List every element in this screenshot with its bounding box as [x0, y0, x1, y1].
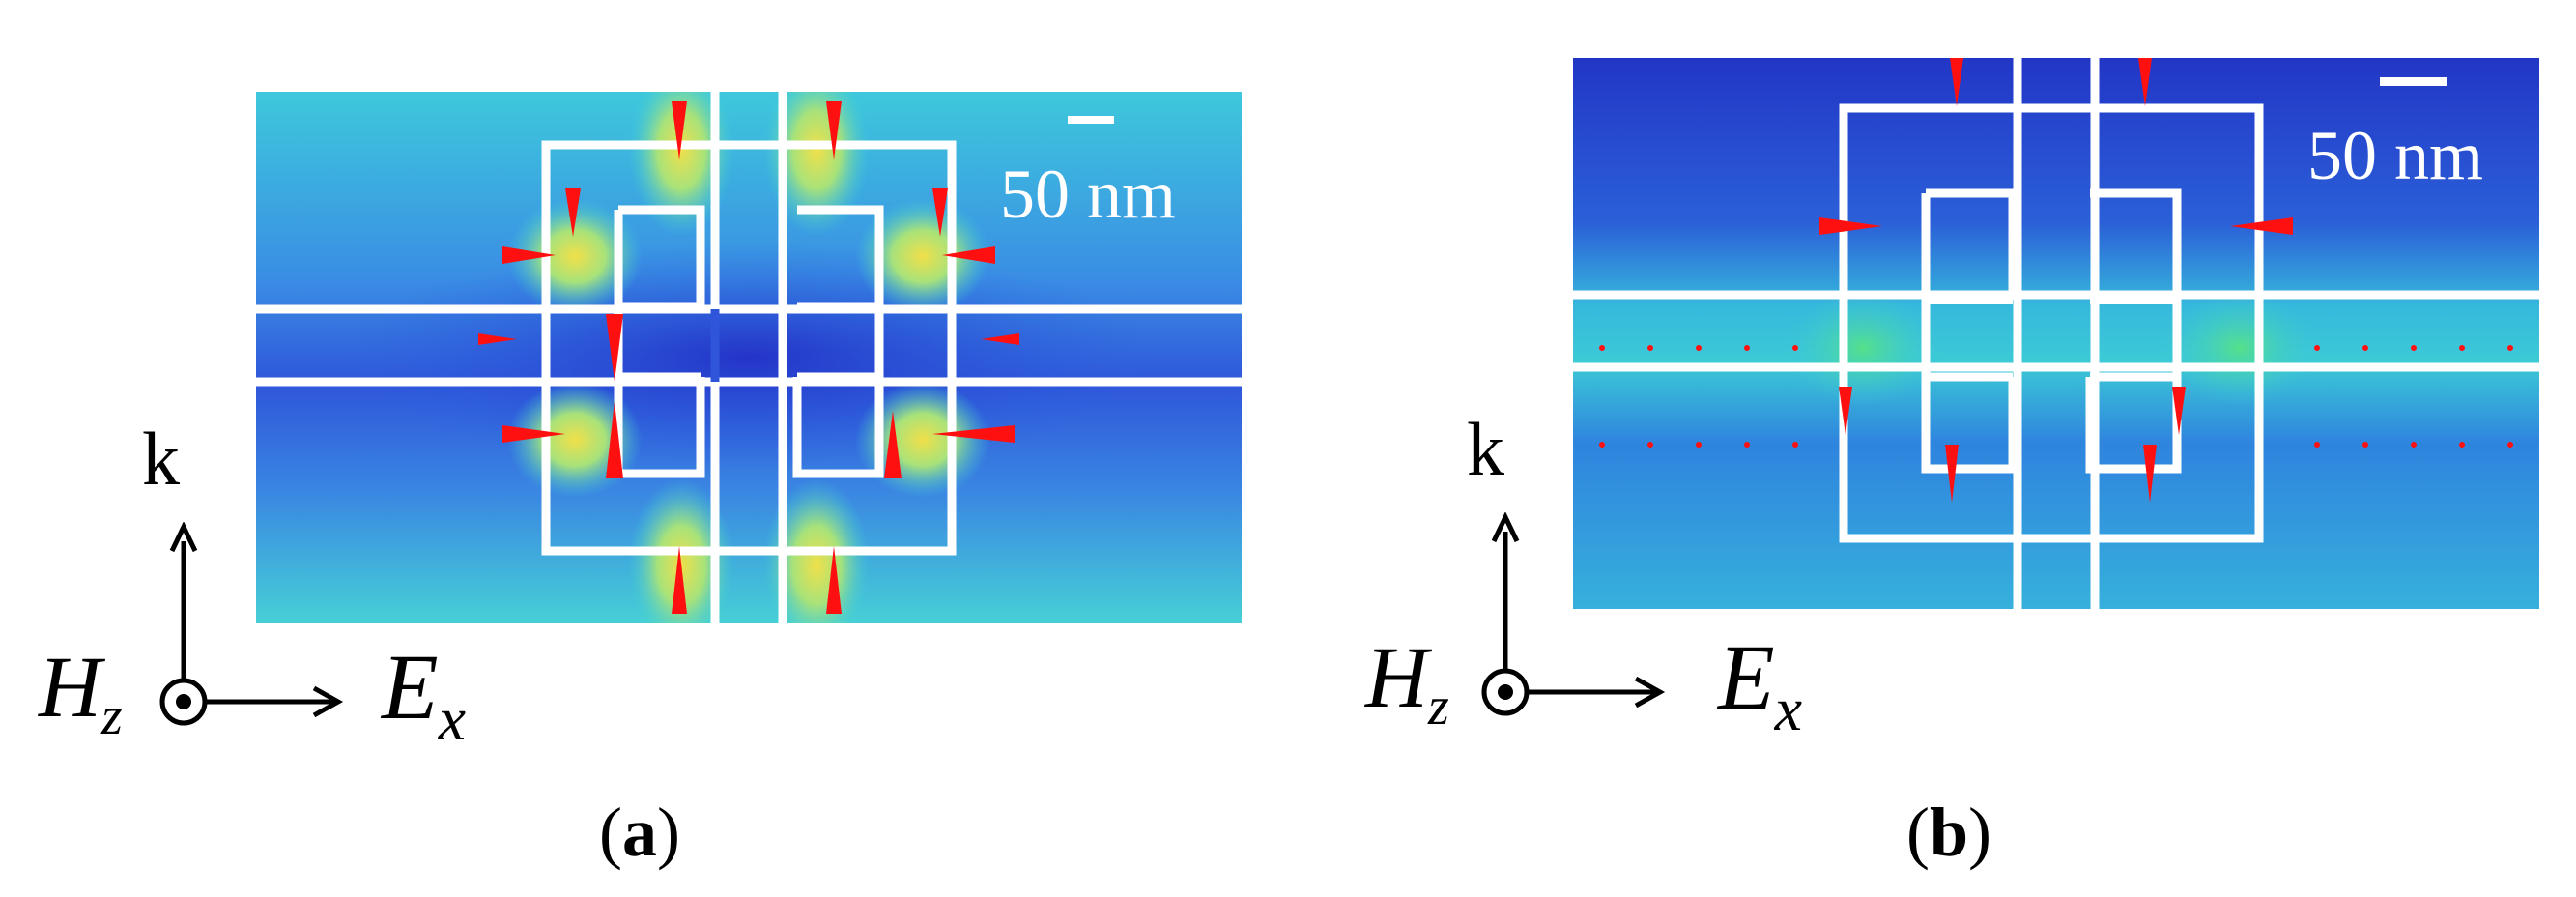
panel-a: 50 nm k Hz Ex (a): [39, 92, 1242, 871]
field-map-a: [256, 92, 1242, 623]
field-vectors: [478, 101, 1019, 614]
caption-a-letter: a: [621, 794, 657, 871]
field-hotspot: [763, 92, 870, 237]
e-field-sub: x: [1774, 675, 1803, 743]
axis-arrows: [159, 522, 344, 726]
h-field-base: H: [39, 640, 101, 736]
e-field-label: Ex: [1718, 623, 1802, 743]
scale-bar-label: 50 nm: [2307, 117, 2484, 194]
h-field-sub: z: [1428, 677, 1449, 737]
k-axis-label: k: [1467, 407, 1504, 491]
e-field-base: E: [1718, 625, 1775, 729]
field-hotspot: [507, 198, 643, 314]
h-field-label: Hz: [1365, 628, 1449, 737]
h-field-base: H: [1365, 630, 1428, 726]
nanostructure-outline: [1573, 58, 2539, 609]
h-field-sub: z: [101, 686, 123, 746]
field-hotspot: [855, 198, 990, 314]
k-axis-label: k: [142, 417, 180, 501]
field-vectors: [1819, 58, 2293, 503]
axis-arrows: [1481, 512, 1666, 716]
e-field-label: Ex: [382, 633, 466, 753]
panel-b: 50 nm k Hz Ex (b): [1288, 0, 2576, 897]
scale-bar: [1068, 116, 1114, 124]
field-background: [1573, 58, 2539, 609]
field-hotspot: [628, 92, 734, 237]
field-hotspot: [1786, 290, 1940, 406]
field-map-b: [1573, 58, 2539, 609]
field-vector-grid: [1599, 345, 2513, 448]
caption-a: (a): [599, 794, 680, 871]
e-field-base: E: [382, 635, 439, 738]
scale-bar-label: 50 nm: [1000, 156, 1177, 233]
e-field-sub: x: [438, 684, 467, 753]
nanostructure-outline: [256, 92, 1242, 623]
h-field-label: Hz: [39, 638, 123, 746]
caption-b: (b): [1906, 794, 1992, 871]
field-hotspot: [2162, 290, 2317, 406]
scale-bar: [2380, 77, 2447, 86]
caption-b-letter: b: [1929, 794, 1969, 871]
field-low-region: [343, 242, 1155, 474]
